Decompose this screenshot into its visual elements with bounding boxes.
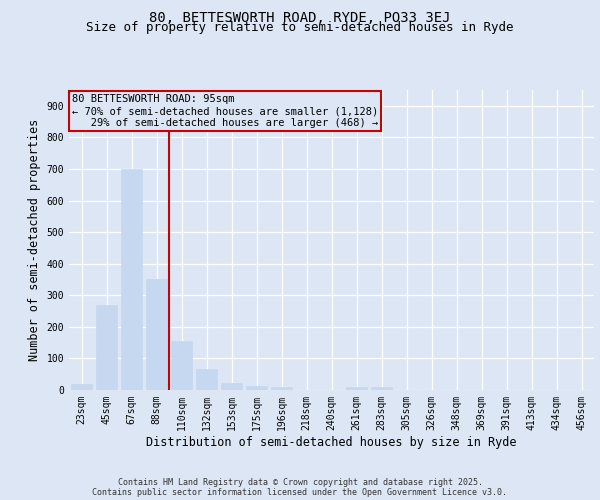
Text: 80, BETTESWORTH ROAD, RYDE, PO33 3EJ: 80, BETTESWORTH ROAD, RYDE, PO33 3EJ: [149, 10, 451, 24]
Text: 80 BETTESWORTH ROAD: 95sqm
← 70% of semi-detached houses are smaller (1,128)
   : 80 BETTESWORTH ROAD: 95sqm ← 70% of semi…: [71, 94, 378, 128]
Bar: [221, 383, 242, 390]
Bar: [371, 388, 392, 390]
Bar: [71, 384, 92, 390]
Text: Contains HM Land Registry data © Crown copyright and database right 2025.
Contai: Contains HM Land Registry data © Crown c…: [92, 478, 508, 497]
X-axis label: Distribution of semi-detached houses by size in Ryde: Distribution of semi-detached houses by …: [146, 436, 517, 448]
Bar: [171, 341, 192, 390]
Bar: [196, 370, 217, 390]
Text: Size of property relative to semi-detached houses in Ryde: Size of property relative to semi-detach…: [86, 21, 514, 34]
Bar: [96, 304, 117, 390]
Bar: [121, 169, 142, 390]
Bar: [146, 280, 167, 390]
Bar: [346, 388, 367, 390]
Bar: [246, 386, 267, 390]
Bar: [271, 388, 292, 390]
Y-axis label: Number of semi-detached properties: Number of semi-detached properties: [28, 119, 41, 361]
